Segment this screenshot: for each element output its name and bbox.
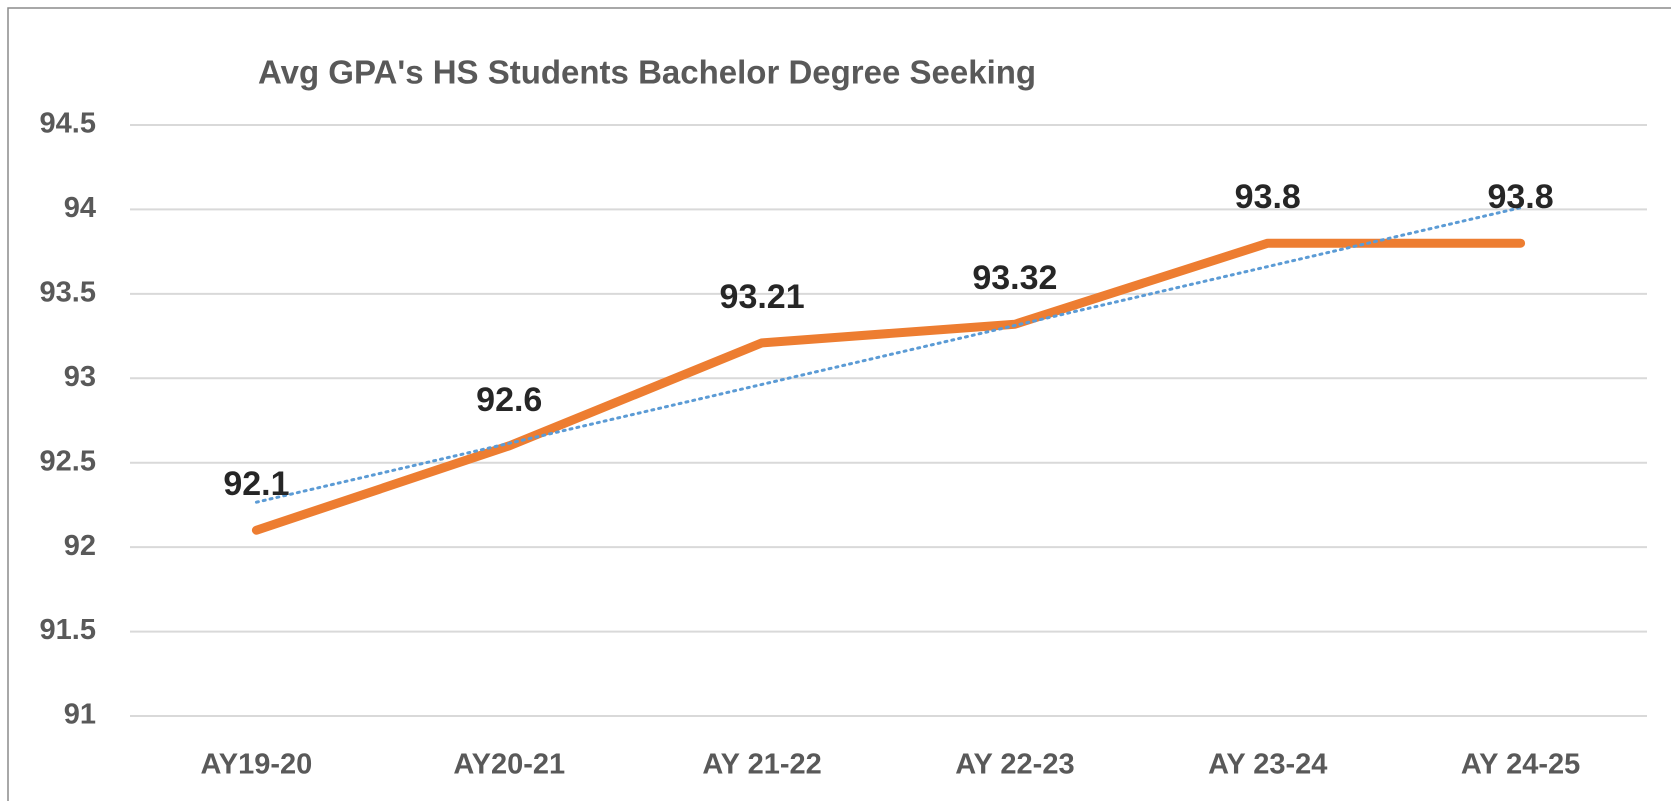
chart-title: Avg GPA's HS Students Bachelor Degree Se…	[258, 54, 1036, 91]
data-label: 92.1	[223, 465, 289, 503]
x-tick-label: AY 24-25	[1461, 749, 1580, 781]
data-label: 92.6	[476, 381, 542, 419]
data-label: 93.8	[1235, 178, 1301, 216]
x-tick-label: AY 21-22	[702, 749, 821, 781]
y-tick-label: 94.5	[40, 108, 96, 140]
y-tick-label: 92	[64, 530, 96, 562]
y-tick-label: 94	[64, 192, 96, 224]
chart-frame	[7, 7, 1671, 801]
y-tick-label: 91.5	[40, 614, 96, 646]
trendline	[254, 206, 1523, 504]
data-label: 93.8	[1487, 178, 1553, 216]
y-tick-label: 92.5	[40, 445, 96, 477]
y-tick-label: 91	[64, 699, 96, 731]
y-tick-label: 93.5	[40, 277, 96, 309]
x-tick-label: AY20-21	[453, 749, 565, 781]
data-label: 93.32	[972, 259, 1057, 297]
x-tick-label: AY 23-24	[1208, 749, 1327, 781]
y-tick-label: 93	[64, 361, 96, 393]
data-label: 93.21	[720, 278, 805, 316]
x-tick-label: AY 22-23	[955, 749, 1074, 781]
x-tick-label: AY19-20	[201, 749, 313, 781]
data-line	[251, 238, 1526, 535]
